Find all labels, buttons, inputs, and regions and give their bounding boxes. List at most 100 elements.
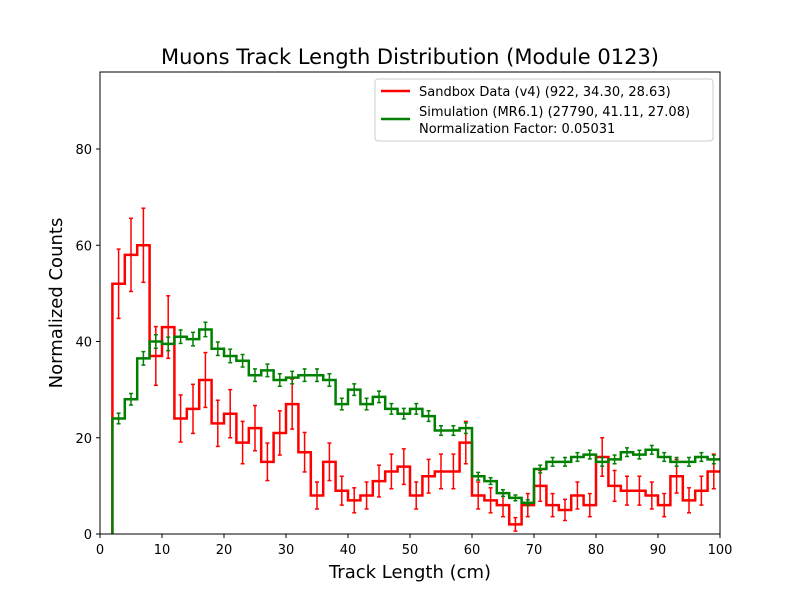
- legend-label-normalization: Normalization Factor: 0.05031: [419, 122, 615, 137]
- series-step-1: [111, 328, 720, 534]
- error-bar: [513, 516, 518, 532]
- error-bar: [674, 456, 679, 467]
- y-axis-title: Normalized Counts: [46, 218, 67, 389]
- x-tick-label: 10: [154, 543, 171, 558]
- error-bar: [550, 456, 555, 467]
- x-tick-label: 30: [278, 543, 295, 558]
- plot-area: [111, 207, 720, 534]
- error-bar: [414, 481, 419, 510]
- error-bar: [439, 424, 443, 437]
- error-bar: [277, 410, 282, 456]
- chart-title: Muons Track Length Distribution (Module …: [161, 45, 659, 69]
- error-bar: [141, 207, 146, 284]
- error-bar: [563, 456, 567, 467]
- error-bar: [240, 353, 245, 368]
- y-tick-label: 0: [84, 528, 92, 543]
- error-bar: [476, 471, 481, 481]
- error-bar: [439, 453, 443, 490]
- error-bar: [538, 464, 543, 474]
- error-bar: [575, 481, 580, 510]
- error-bar: [352, 487, 357, 514]
- error-bar: [488, 476, 493, 486]
- error-bar: [240, 420, 245, 465]
- error-bar: [699, 475, 704, 506]
- error-bar: [625, 447, 629, 458]
- error-bar: [401, 407, 406, 420]
- error-bar: [203, 321, 208, 338]
- error-bar: [191, 383, 195, 435]
- error-bar: [191, 331, 195, 347]
- series-1: [111, 321, 720, 534]
- x-tick-label: 40: [340, 543, 357, 558]
- error-bar: [513, 494, 518, 502]
- error-bar: [637, 449, 642, 460]
- error-bar: [315, 368, 319, 383]
- x-tick-label: 70: [526, 543, 543, 558]
- error-bar: [203, 351, 208, 409]
- error-bar: [649, 444, 654, 455]
- error-bar: [302, 431, 307, 473]
- error-bar: [116, 248, 121, 320]
- error-bar: [550, 492, 555, 518]
- error-bar: [587, 492, 592, 518]
- error-bar: [649, 481, 654, 510]
- error-bar: [116, 412, 121, 425]
- x-tick-label: 60: [464, 543, 481, 558]
- error-bar: [178, 394, 183, 443]
- x-tick-label: 0: [96, 543, 104, 558]
- y-tick-label: 20: [75, 432, 92, 447]
- error-bar: [364, 397, 369, 411]
- error-bar: [315, 481, 319, 510]
- error-bar: [327, 442, 332, 482]
- error-bar: [625, 475, 629, 506]
- series-0: [111, 207, 720, 534]
- error-bar: [253, 368, 257, 383]
- x-tick-label: 20: [216, 543, 233, 558]
- error-bar: [265, 363, 270, 378]
- error-bar: [501, 488, 505, 498]
- error-bar: [215, 399, 220, 448]
- error-bar: [612, 454, 617, 465]
- x-tick-label: 50: [402, 543, 419, 558]
- error-bar: [687, 487, 691, 514]
- error-bar: [612, 469, 617, 503]
- error-bar: [178, 329, 183, 345]
- error-bar: [476, 481, 481, 510]
- y-tick-label: 40: [75, 336, 92, 351]
- error-bar: [426, 458, 431, 494]
- error-bar: [389, 453, 394, 490]
- error-bar: [166, 336, 171, 352]
- error-bar: [711, 454, 716, 465]
- error-bar: [575, 451, 580, 463]
- error-bar: [339, 475, 344, 506]
- x-axis-title: Track Length (cm): [328, 562, 491, 583]
- x-tick-label: 100: [708, 543, 733, 558]
- error-bar: [129, 392, 133, 406]
- error-bar: [290, 370, 295, 385]
- error-bar: [699, 451, 704, 463]
- series-step-0: [111, 244, 720, 534]
- legend-box: [374, 78, 714, 142]
- axes: 0 10 20 30 40 50 60 70 80 90 100 0 20 40 60 80: [75, 71, 733, 558]
- error-bar: [377, 464, 381, 498]
- legend: Sandbox Data (v4) (922, 34.30, 28.63) Si…: [374, 78, 714, 142]
- error-bar: [525, 499, 530, 507]
- error-bar: [215, 341, 220, 357]
- error-bar: [265, 442, 270, 482]
- legend-label-simulation: Simulation (MR6.1) (27790, 41.11, 27.08): [419, 105, 690, 120]
- error-bar: [488, 487, 493, 514]
- error-bar: [600, 456, 605, 467]
- error-bar: [426, 410, 431, 423]
- error-bar: [141, 350, 146, 366]
- error-bar: [153, 334, 158, 349]
- error-bar: [129, 217, 133, 293]
- error-bar: [451, 453, 456, 490]
- error-bar: [277, 372, 282, 388]
- error-bar: [364, 481, 369, 510]
- y-tick-label: 60: [75, 239, 92, 254]
- x-tick-label: 80: [588, 543, 605, 558]
- y-tick-label: 80: [75, 143, 92, 158]
- error-bar: [228, 388, 233, 439]
- error-bar: [253, 404, 257, 452]
- error-bar: [687, 456, 691, 467]
